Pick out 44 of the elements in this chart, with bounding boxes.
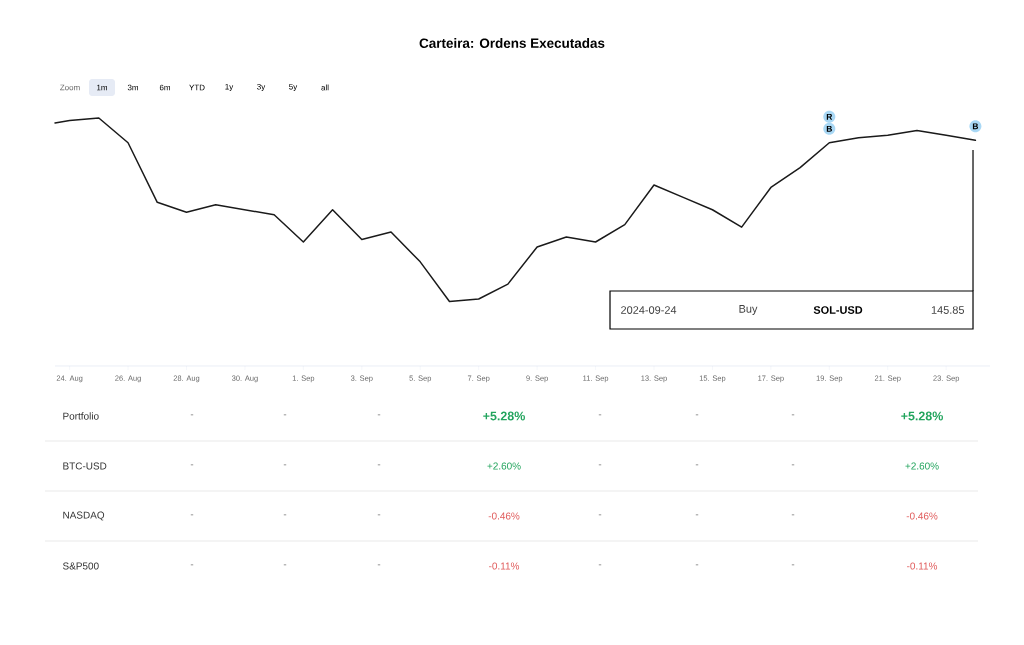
text: - xyxy=(598,514,602,516)
text: - xyxy=(190,464,194,466)
text: - xyxy=(598,564,602,566)
text: - xyxy=(598,464,602,466)
text: Portfolio xyxy=(63,412,99,420)
text: - xyxy=(695,414,699,416)
text: BTC-USD xyxy=(63,462,107,470)
text: NASDAQ xyxy=(63,511,105,521)
text: - xyxy=(377,564,381,566)
text: - xyxy=(190,514,194,516)
text: -0.11% xyxy=(907,562,938,570)
text: - xyxy=(695,464,699,466)
text: - xyxy=(190,564,194,566)
text: +2.60% xyxy=(905,462,939,470)
text: - xyxy=(283,464,287,466)
text: - xyxy=(377,464,381,466)
annotation: B xyxy=(972,123,979,130)
annotation: 145.85 xyxy=(931,306,965,314)
text: - xyxy=(791,414,795,416)
annotation: SOL-USD xyxy=(813,306,863,314)
text: +5.28% xyxy=(901,411,943,421)
text: -0.46% xyxy=(488,512,520,520)
text: - xyxy=(695,514,699,516)
text: - xyxy=(791,564,795,566)
text: -0.11% xyxy=(489,562,520,570)
text: - xyxy=(598,414,602,416)
annotation: B xyxy=(826,125,832,132)
chart-title: Carteira: Ordens Executadas xyxy=(419,38,605,48)
text: - xyxy=(283,564,287,566)
text: +5.28% xyxy=(483,411,525,421)
text: - xyxy=(791,514,795,516)
text: - xyxy=(377,414,381,416)
text: +2.60% xyxy=(487,462,521,470)
text: - xyxy=(695,564,699,566)
annotation: R xyxy=(826,113,833,120)
text: - xyxy=(791,464,795,466)
text: - xyxy=(283,414,287,416)
annotation: 2024-09-24 xyxy=(621,306,677,314)
annotation: Buy xyxy=(739,305,758,315)
text: - xyxy=(190,414,194,416)
text: S&P500 xyxy=(62,562,99,570)
text: - xyxy=(377,514,381,516)
text: -0.46% xyxy=(906,512,938,520)
text: - xyxy=(283,514,287,516)
